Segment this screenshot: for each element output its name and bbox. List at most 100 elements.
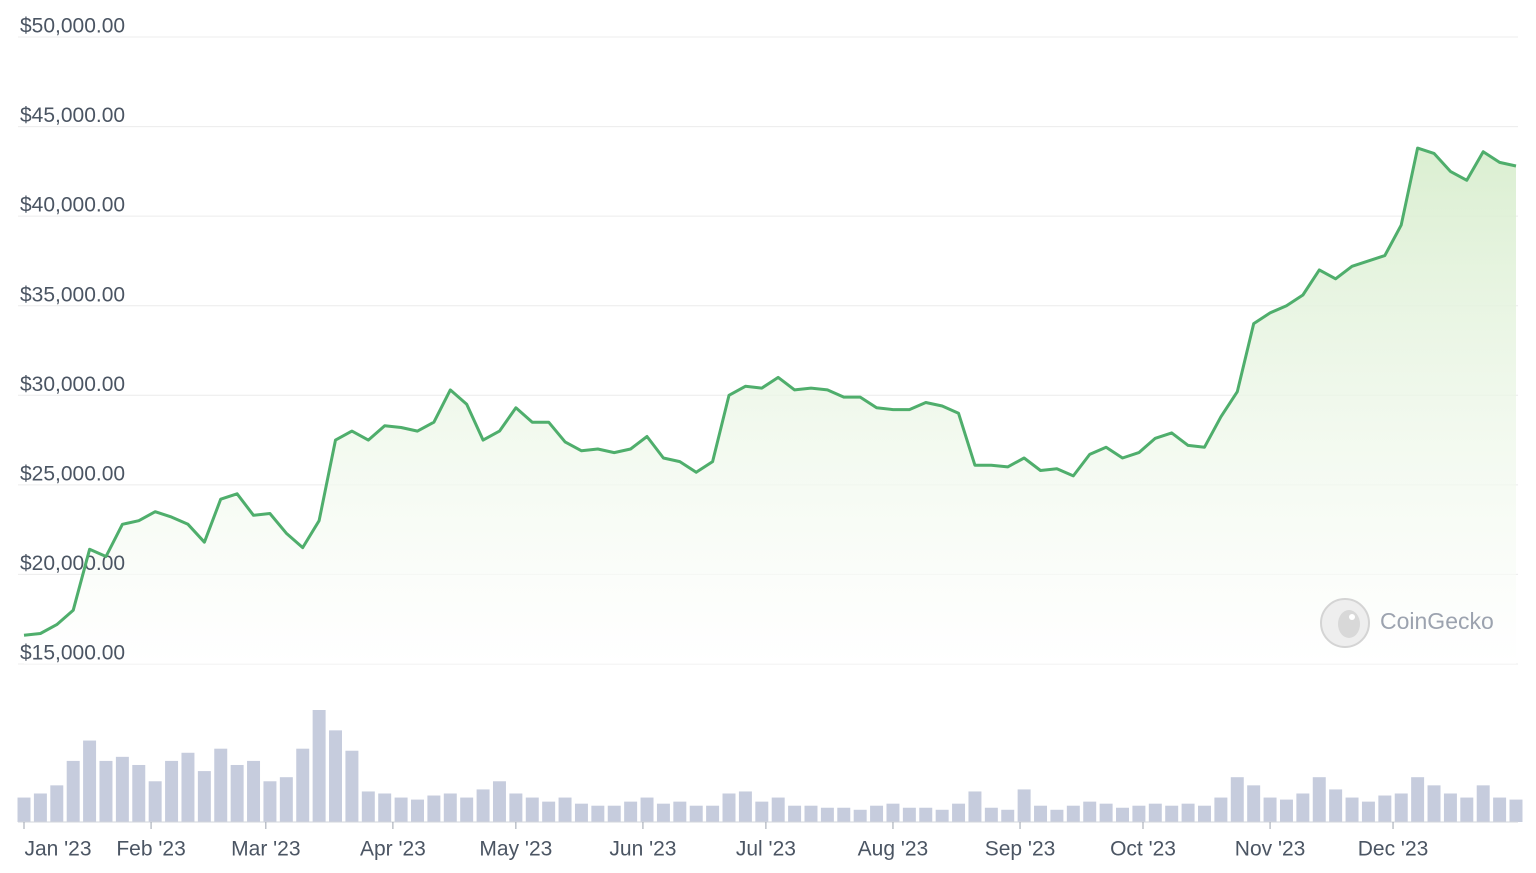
volume-bar xyxy=(214,748,228,822)
volume-bar xyxy=(820,807,834,822)
volume-bar xyxy=(378,793,392,822)
x-tick-label: Apr '23 xyxy=(360,838,426,861)
volume-bar xyxy=(804,805,818,822)
x-tick-label: Dec '23 xyxy=(1358,838,1429,861)
x-tick-label: May '23 xyxy=(479,838,552,861)
volume-bar xyxy=(1247,785,1261,822)
volume-bar xyxy=(738,791,752,822)
volume-bar xyxy=(394,797,408,822)
x-tick-label: Jan '23 xyxy=(24,838,91,861)
volume-bar xyxy=(656,803,670,822)
volume-bar xyxy=(263,781,277,822)
volume-bar xyxy=(771,797,785,822)
x-tick-label: Sep '23 xyxy=(985,838,1056,861)
volume-bar xyxy=(1263,797,1277,822)
volume-bar xyxy=(1361,801,1375,822)
volume-bar xyxy=(1329,789,1343,822)
volume-bar xyxy=(1427,785,1441,822)
price-area xyxy=(24,148,1516,665)
volume-bar xyxy=(492,781,506,822)
volume-bar xyxy=(968,791,982,822)
volume-bar xyxy=(1279,799,1293,822)
volume-bar xyxy=(279,777,293,822)
volume-bar xyxy=(230,764,244,822)
volume-bar xyxy=(1476,785,1490,822)
volume-bar xyxy=(1296,793,1310,822)
volume-bar xyxy=(1443,793,1457,822)
volume-bar xyxy=(1050,809,1064,822)
volume-bar xyxy=(1230,777,1244,822)
y-tick-label: $25,000.00 xyxy=(20,462,125,485)
volume-bar xyxy=(542,801,556,822)
volume-bar xyxy=(115,756,129,822)
volume-bar xyxy=(443,793,457,822)
volume-bar xyxy=(706,805,720,822)
volume-bar xyxy=(1345,797,1359,822)
x-tick-label: Jun '23 xyxy=(609,838,676,861)
volume-bar xyxy=(1509,799,1523,822)
volume-bar xyxy=(1214,797,1228,822)
logo-eye xyxy=(1349,614,1355,620)
volume-bar xyxy=(984,807,998,822)
volume-bar xyxy=(1066,805,1080,822)
y-tick-label: $15,000.00 xyxy=(20,642,125,665)
volume-bar xyxy=(1132,805,1146,822)
volume-bar xyxy=(345,750,359,822)
volume-bar xyxy=(296,748,310,822)
volume-bar xyxy=(886,803,900,822)
volume-bar xyxy=(952,803,966,822)
volume-bar xyxy=(935,809,949,822)
volume-bar xyxy=(1017,789,1031,822)
volume-bar xyxy=(673,801,687,822)
volume-bar xyxy=(329,730,343,822)
volume-bar xyxy=(148,781,162,822)
x-tick-label: Aug '23 xyxy=(858,838,929,861)
y-tick-label: $35,000.00 xyxy=(20,283,125,306)
volume-bar xyxy=(870,805,884,822)
volume-bar xyxy=(788,805,802,822)
volume-bar xyxy=(361,791,375,822)
y-tick-label: $40,000.00 xyxy=(20,194,125,217)
x-tick-label: Mar '23 xyxy=(231,838,300,861)
volume-bar xyxy=(83,740,97,822)
volume-bar xyxy=(919,807,933,822)
x-tick-label: Jul '23 xyxy=(736,838,796,861)
volume-bar xyxy=(1165,805,1179,822)
volume-bar xyxy=(1099,803,1113,822)
volume-bar xyxy=(574,803,588,822)
logo-gecko xyxy=(1338,610,1360,638)
volume-bar xyxy=(476,789,490,822)
volume-bar xyxy=(902,807,916,822)
price-line xyxy=(23,146,1517,637)
volume-bar xyxy=(525,797,539,822)
volume-bar xyxy=(722,793,736,822)
volume-bar xyxy=(1001,809,1015,822)
x-tick-label: Feb '23 xyxy=(116,838,185,861)
volume-bar xyxy=(132,764,146,822)
x-tick-label: Nov '23 xyxy=(1235,838,1306,861)
volume-bar xyxy=(1181,803,1195,822)
volume-bar xyxy=(181,752,195,822)
volume-bar xyxy=(509,793,523,822)
volume-bar xyxy=(1083,801,1097,822)
volume-bar xyxy=(640,797,654,822)
y-tick-label: $50,000.00 xyxy=(20,15,125,38)
volume-bar xyxy=(591,805,605,822)
volume-bar xyxy=(607,805,621,822)
watermark-logo: CoinGecko xyxy=(1320,598,1494,648)
volume-bar xyxy=(460,797,474,822)
watermark-text: CoinGecko xyxy=(1380,608,1494,634)
volume-bar xyxy=(1378,795,1392,822)
volume-bar xyxy=(99,760,113,822)
volume-bar xyxy=(411,799,424,822)
volume-bar xyxy=(1034,805,1048,822)
y-tick-label: $20,000.00 xyxy=(20,552,125,575)
volume-bar xyxy=(558,797,572,822)
y-tick-label: $45,000.00 xyxy=(20,104,125,127)
volume-bar xyxy=(1116,807,1129,822)
volume-bar xyxy=(66,760,80,822)
volume-bar xyxy=(1148,803,1162,822)
volume-bar xyxy=(624,801,638,822)
